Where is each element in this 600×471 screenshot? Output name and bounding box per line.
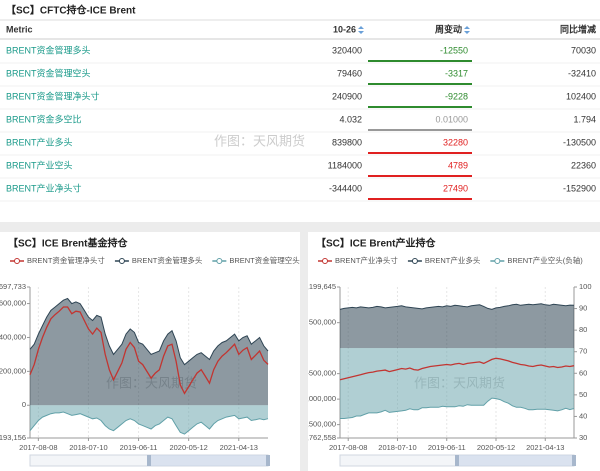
y-tick-label: -1,500,000 <box>300 420 336 429</box>
y-tick-label: 600,000 <box>0 299 26 308</box>
cell: 1184000 <box>328 160 362 170</box>
legend-label: BRENT产业净头寸 <box>335 255 398 265</box>
line <box>29 306 269 395</box>
line <box>340 397 575 419</box>
cell: 240900 <box>332 91 362 101</box>
legend-icon <box>411 258 418 264</box>
legend-icon <box>322 258 328 264</box>
area <box>30 405 268 435</box>
cell: 320400 <box>332 45 362 55</box>
legend-label: BRENT产业多头 <box>425 255 481 265</box>
chart-title: 【SC】ICE Brent基金持仓 <box>8 237 128 250</box>
x-tick-label: 2018-07-10 <box>378 443 416 452</box>
y-tick-label: -1,000,000 <box>300 394 336 403</box>
cell: 22360 <box>571 160 596 170</box>
metric-name: BRENT产业净头寸 <box>6 182 82 193</box>
legend-icon <box>14 258 20 264</box>
metric-name: BRENT产业多头 <box>6 136 73 147</box>
zoom-window <box>149 455 268 466</box>
metric-name: BRENT资金管理空头 <box>6 67 91 78</box>
cell: 70030 <box>571 45 596 55</box>
cell: -130500 <box>563 137 596 147</box>
y-tick-label: -500,000 <box>306 369 336 378</box>
x-tick-label: 2021-04-13 <box>220 443 258 452</box>
column-header: 周变动 <box>435 23 462 34</box>
line <box>29 297 269 366</box>
column-header: 同比增减 <box>560 23 596 34</box>
column-header: 10-26 <box>333 24 356 34</box>
y2-tick-label: 100 <box>579 282 592 291</box>
cell: -9228 <box>445 91 468 101</box>
watermark: 作图：天风期货 <box>214 133 305 148</box>
y-tick-label: 0 <box>22 400 26 409</box>
metric-name: BRENT产业空头 <box>6 159 73 170</box>
y2-tick-label: 60 <box>579 368 587 377</box>
metric-name: BRENT资金管理多头 <box>6 44 91 55</box>
y2-tick-label: 70 <box>579 347 587 356</box>
legend-label: BRENT资金管理多头 <box>132 255 203 265</box>
area <box>340 303 574 349</box>
table-title: 【SC】CFTC持仓-ICE Brent <box>6 4 136 17</box>
chart-title: 【SC】ICE Brent产业持仓 <box>316 237 436 250</box>
x-tick-label: 2020-05-12 <box>169 443 207 452</box>
x-tick-label: 2017-08-08 <box>19 443 57 452</box>
y-tick-label: 400,000 <box>0 332 26 341</box>
column-header: Metric <box>6 24 33 34</box>
metric-name: BRENT资金管理净头寸 <box>6 90 100 101</box>
cell: -12550 <box>440 45 468 55</box>
cell: 0.01000 <box>435 114 468 124</box>
zoom-handle <box>455 455 459 466</box>
cell: 102400 <box>566 91 596 101</box>
cell: -344400 <box>329 183 362 193</box>
cell: 32280 <box>443 137 468 147</box>
cell: -152900 <box>563 183 596 193</box>
metric-name: BRENT资金多空比 <box>6 113 82 124</box>
cell: 839800 <box>332 137 362 147</box>
line <box>339 357 575 381</box>
y2-tick-label: 30 <box>579 433 587 442</box>
y2-tick-label: 50 <box>579 390 587 399</box>
y-tick-label: -193,156 <box>0 433 26 442</box>
sort-icon <box>464 26 470 34</box>
legend-label: BRENT产业空头(负轴) <box>507 255 583 265</box>
line <box>29 411 269 435</box>
x-tick-label: 2017-08-08 <box>329 443 367 452</box>
area <box>340 348 574 419</box>
y-tick-label: 697,733 <box>0 282 26 291</box>
x-tick-label: 2018-07-10 <box>69 443 107 452</box>
y-tick-label: 500,000 <box>309 318 336 327</box>
x-tick-label: 2021-04-13 <box>526 443 564 452</box>
y2-tick-label: 40 <box>579 411 587 420</box>
legend-icon <box>216 258 223 264</box>
legend-label: BRENT资金管理空头(负轴) <box>229 255 320 265</box>
legend-icon <box>494 258 501 264</box>
y-tick-label: -1,762,558 <box>300 433 336 442</box>
table-panel <box>0 0 600 222</box>
cell: 4.032 <box>339 114 362 124</box>
x-tick-label: 2019-06-11 <box>428 443 466 452</box>
y2-tick-label: 90 <box>579 304 587 313</box>
cell: 79460 <box>337 68 362 78</box>
line <box>339 303 575 310</box>
zoom-handle <box>266 455 270 466</box>
y-tick-label: 1,199,645 <box>303 282 336 291</box>
sort-icon <box>358 26 364 34</box>
cell: 1.794 <box>573 114 596 124</box>
cell: 27490 <box>443 183 468 193</box>
legend-label: BRENT资金管理净头寸 <box>27 255 105 265</box>
cell: 4789 <box>448 160 468 170</box>
zoom-window <box>457 455 574 466</box>
x-tick-label: 2020-05-12 <box>477 443 515 452</box>
zoom-handle <box>572 455 576 466</box>
y2-tick-label: 80 <box>579 325 587 334</box>
legend-icon <box>118 258 125 264</box>
cell: -3317 <box>445 68 468 78</box>
cell: -32410 <box>568 68 596 78</box>
y-tick-label: 200,000 <box>0 366 26 375</box>
x-tick-label: 2019-06-11 <box>120 443 158 452</box>
zoom-handle <box>147 455 151 466</box>
